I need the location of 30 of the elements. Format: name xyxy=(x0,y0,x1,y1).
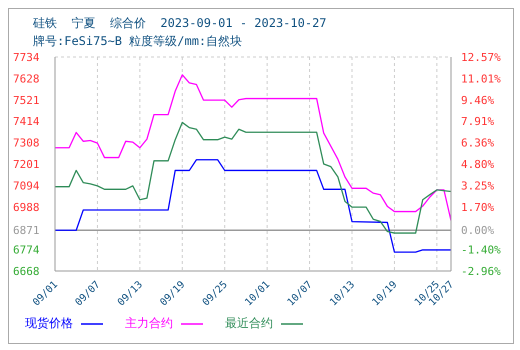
y-tick-label: 7521 xyxy=(13,94,40,107)
y-tick-label: 6774 xyxy=(13,244,40,257)
y2-tick-label: 11.01% xyxy=(461,72,502,86)
y2-tick-label: -1.40% xyxy=(461,244,502,257)
y2-tick-label: 0.00% xyxy=(461,224,494,238)
y-tick-label: 6988 xyxy=(13,200,40,214)
y2-tick-label: -2.96% xyxy=(461,265,502,278)
line-series xyxy=(55,122,451,234)
y2-tick-label: 6.36% xyxy=(461,136,494,150)
y2-tick-label: 9.46% xyxy=(461,94,494,107)
chart-title: 硅铁 宁夏 综合价 2023-09-01 - 2023-10-27 xyxy=(33,15,327,32)
line-series xyxy=(55,159,451,253)
y-tick-label: 7308 xyxy=(13,136,40,150)
y2-tick-label: 1.70% xyxy=(461,200,494,214)
y-tick-label: 7414 xyxy=(13,115,40,128)
y2-tick-label: 12.57% xyxy=(461,51,502,64)
legend-label: 最近合约 xyxy=(225,315,273,332)
y-tick-label: 7094 xyxy=(13,179,40,192)
chart-subtitle: 牌号:FeSi75~B 粒度等级/mm:自然块 xyxy=(33,33,242,50)
legend-label: 现货价格 xyxy=(25,315,73,332)
y-tick-label: 7734 xyxy=(13,51,40,64)
legend-label: 主力合约 xyxy=(125,315,173,332)
y2-tick-label: 7.91% xyxy=(461,115,494,128)
y-tick-label: 7628 xyxy=(13,72,40,86)
y2-tick-label: 3.25% xyxy=(461,179,494,192)
line-series xyxy=(55,74,451,222)
y-tick-label: 6668 xyxy=(13,265,40,278)
y2-tick-label: 4.80% xyxy=(461,158,494,172)
y-tick-label: 6871 xyxy=(13,224,40,238)
y-tick-label: 7201 xyxy=(13,158,40,171)
